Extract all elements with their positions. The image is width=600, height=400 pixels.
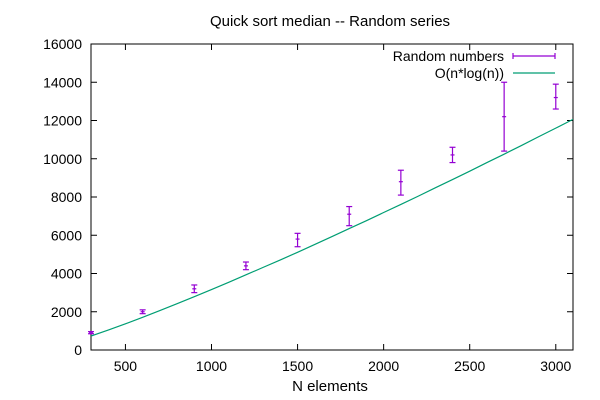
y-tick-label: 12000	[43, 113, 82, 129]
x-tick-label: 2000	[368, 358, 399, 374]
y-tick-label: 2000	[51, 304, 82, 320]
error-bar-point	[501, 81, 508, 152]
error-bar-point	[346, 205, 353, 227]
y-tick-label: 0	[74, 342, 82, 358]
x-tick-label: 1000	[196, 358, 227, 374]
x-axis-label: N elements	[292, 378, 368, 395]
error-bar-point	[449, 146, 456, 164]
y-tick-label: 16000	[43, 36, 82, 52]
error-bar-point	[242, 261, 249, 271]
x-tick-label: 3000	[540, 358, 571, 374]
error-bar-point	[552, 83, 559, 110]
x-tick-label: 2500	[454, 358, 485, 374]
x-tick-label: 1500	[282, 358, 313, 374]
plot-frame	[90, 43, 574, 351]
y-tick-label: 10000	[43, 151, 82, 167]
plot-area: 0 2000 4000 6000 8000 10000 12000 14000 16000 500…	[43, 36, 574, 374]
legend-label: O(n*log(n))	[435, 65, 504, 81]
error-bar-point	[191, 284, 198, 294]
error-bar-point	[88, 331, 94, 335]
chart-title: Quick sort median -- Random series	[210, 13, 450, 30]
y-tick-label: 14000	[43, 74, 82, 90]
y-tick-label: 4000	[51, 266, 82, 282]
error-bar-point	[397, 169, 404, 196]
fit-series-line	[91, 118, 573, 337]
x-tick-label: 500	[114, 358, 138, 374]
y-tick-label: 8000	[51, 189, 82, 205]
legend-label: Random numbers	[393, 48, 504, 64]
y-tick-label: 6000	[51, 227, 82, 243]
error-bar-point	[139, 309, 146, 315]
error-bar-point	[294, 232, 301, 248]
